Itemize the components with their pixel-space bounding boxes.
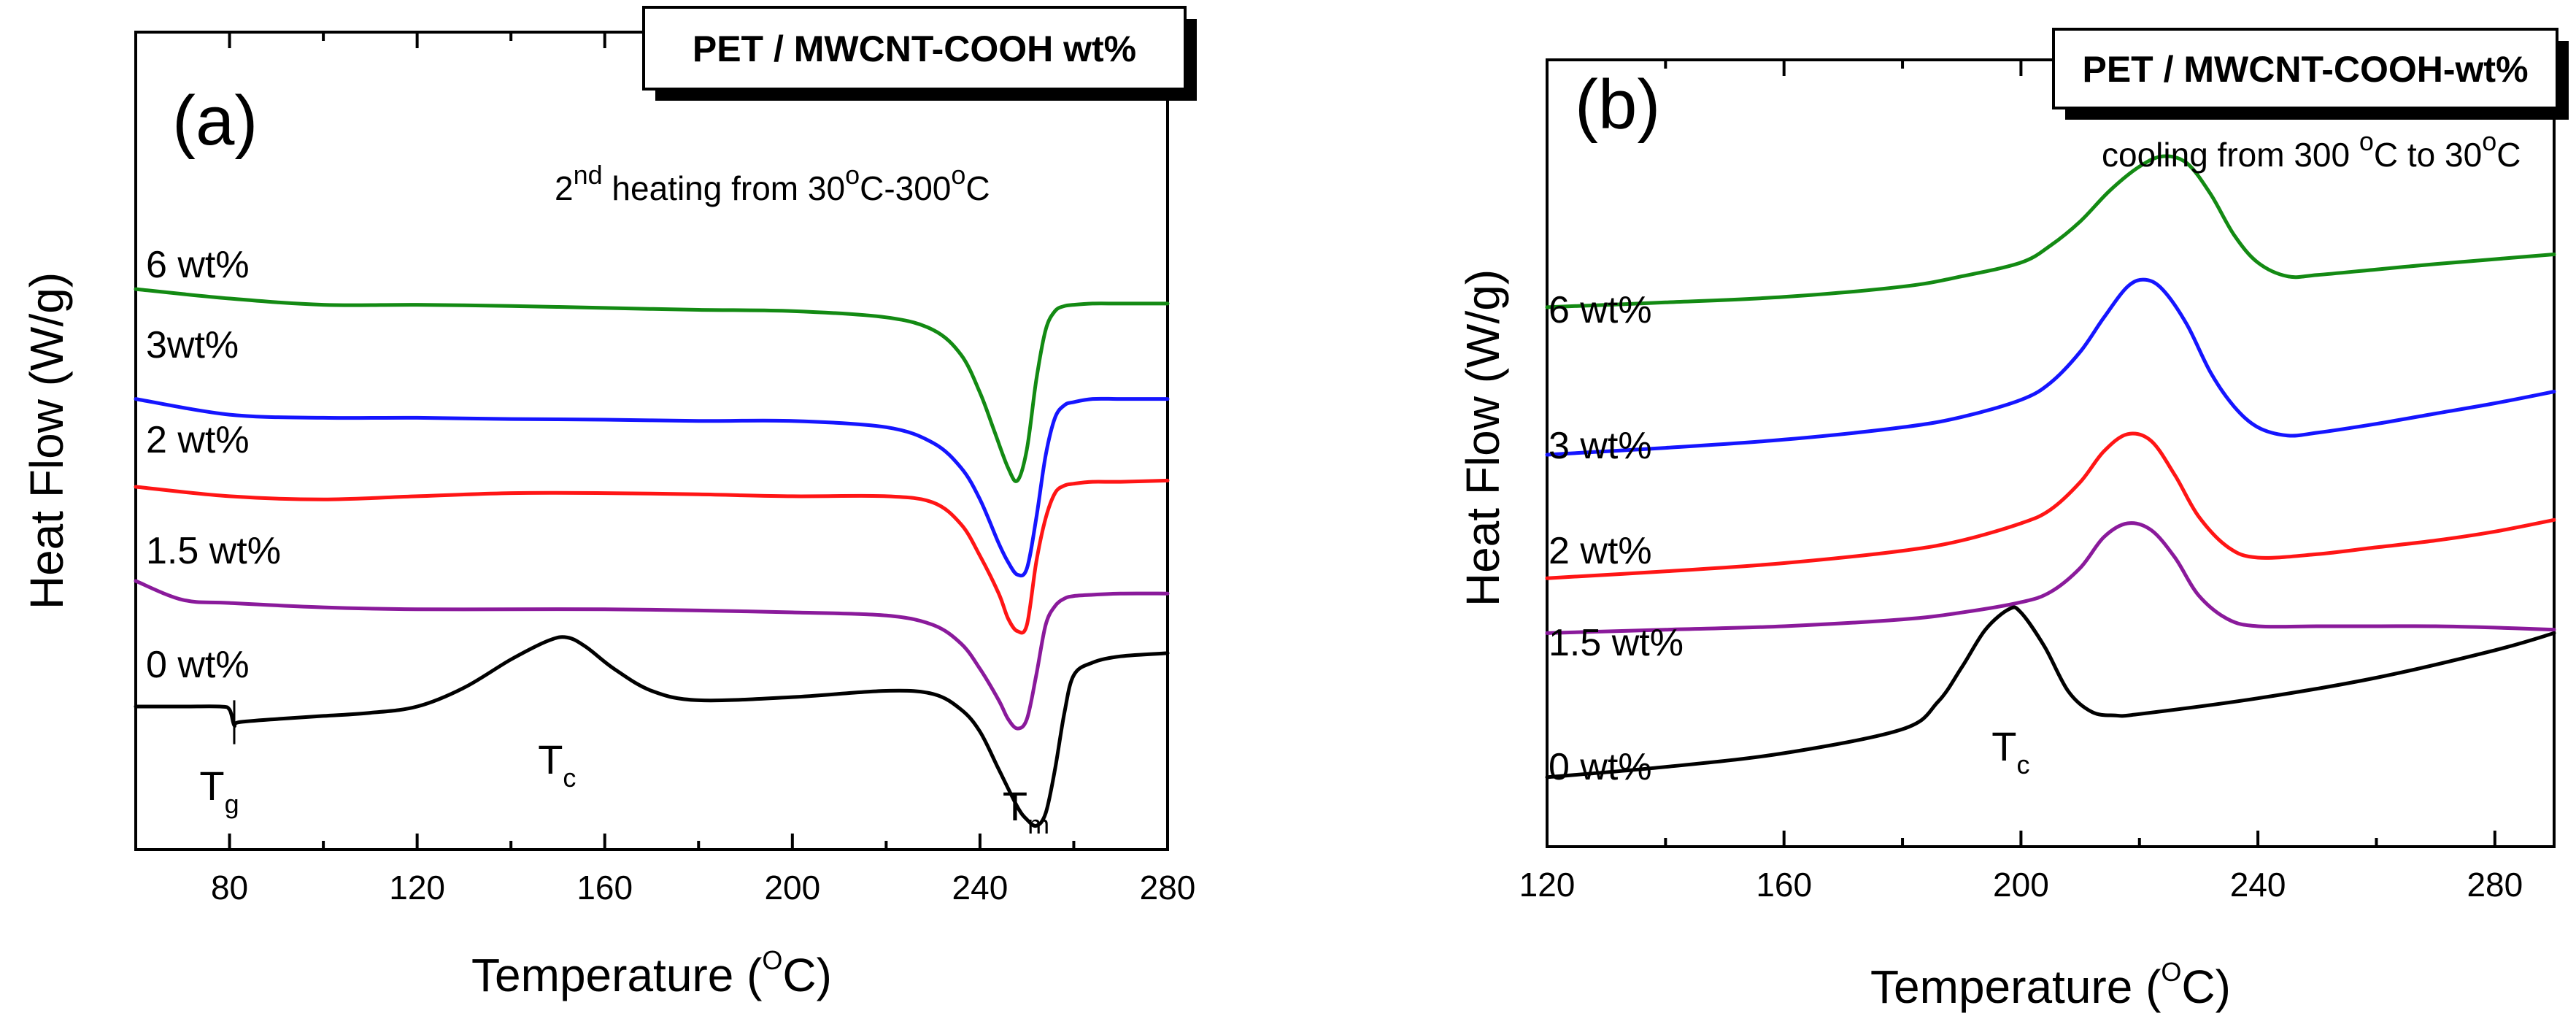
panel-b-x-axis-label: Temperature (OC)	[1870, 957, 2231, 1013]
panel-b-label: (b)	[1575, 66, 1660, 144]
series-line-0wt	[134, 635, 1170, 828]
panel-a-label: (a)	[172, 82, 258, 160]
panel-b-y-axis-label: Heat Flow (W/g)	[1457, 269, 1509, 607]
panel-b-annotations: Tc	[1991, 723, 2029, 780]
panel-b-series-labels: 6 wt% 3 wt% 2 wt% 1.5 wt% 0 wt%	[1549, 289, 1684, 788]
panel-a-series-labels: 6 wt% 3wt% 2 wt% 1.5 wt% 0 wt%	[146, 244, 281, 686]
panel-a-legend-title: PET / MWCNT-COOH wt%	[693, 28, 1136, 69]
x-tick-label-240: 240	[2230, 866, 2286, 904]
panel-a-y-axis-label: Heat Flow (W/g)	[20, 272, 73, 609]
series-label-6wt: 6 wt%	[1549, 289, 1652, 331]
series-label-1-5wt: 1.5 wt%	[1549, 622, 1684, 664]
panel-a-curves	[134, 287, 1170, 828]
annotation-Tc: Tc	[1991, 723, 2029, 780]
series-label-2wt: 2 wt%	[1549, 530, 1652, 572]
panel-b-plot-frame	[1546, 58, 2556, 848]
series-label-3wt: 3wt%	[146, 324, 239, 366]
series-line-2wt	[1545, 431, 2556, 580]
panel-a: 80 120 160 200 240 280 6 wt% 3wt% 2 wt% 1.5 wt% 0…	[20, 6, 1197, 1001]
x-tick-label-200: 200	[1993, 866, 2049, 904]
series-line-1-5wt	[1545, 521, 2556, 635]
x-tick-label-120: 120	[389, 869, 445, 907]
panel-b-note: cooling from 300 oC to 30oC	[2102, 126, 2521, 174]
panel-a-note: 2nd heating from 30oC-300oC	[555, 160, 990, 207]
panel-a-annotations: Tg Tc Tm	[199, 700, 1049, 839]
panel-b: 120 160 200 240 280 6 wt% 3 wt% 2 wt% 1.5 wt% 0 …	[1457, 28, 2569, 1013]
annotation-Tg: Tg	[199, 763, 239, 819]
series-line-3wt	[1545, 277, 2556, 457]
series-label-6wt: 6 wt%	[146, 244, 250, 286]
series-line-6wt	[1545, 154, 2556, 309]
series-line-3wt	[134, 396, 1170, 578]
panel-b-x-ticks: 120 160 200 240 280	[1519, 60, 2523, 904]
x-tick-label-160: 160	[576, 869, 633, 907]
x-tick-label-280: 280	[2467, 866, 2523, 904]
series-label-2wt: 2 wt%	[146, 419, 250, 461]
panel-a-x-axis-label: Temperature (OC)	[471, 945, 832, 1001]
x-tick-label-160: 160	[1756, 866, 1812, 904]
x-tick-label-120: 120	[1519, 866, 1576, 904]
series-line-1-5wt	[134, 579, 1170, 731]
series-line-0wt	[1545, 605, 2556, 780]
x-tick-label-80: 80	[211, 869, 248, 907]
panel-b-curves	[1545, 154, 2556, 780]
x-tick-label-200: 200	[764, 869, 820, 907]
series-label-1-5wt: 1.5 wt%	[146, 530, 281, 572]
annotation-Tc: Tc	[538, 736, 576, 793]
annotation-Tm: Tm	[1003, 783, 1049, 839]
series-label-3wt: 3 wt%	[1549, 425, 1652, 467]
panel-b-title-box	[2052, 28, 2558, 109]
x-tick-label-240: 240	[952, 869, 1009, 907]
panel-a-title-box	[642, 6, 1187, 91]
panel-b-legend-title: PET / MWCNT-COOH-wt%	[2082, 49, 2528, 90]
series-label-0wt: 0 wt%	[146, 644, 250, 686]
x-tick-label-280: 280	[1140, 869, 1196, 907]
series-label-0wt: 0 wt%	[1549, 746, 1652, 788]
panel-a-x-ticks: 80 120 160 200 240 280	[134, 32, 1196, 907]
series-line-6wt	[134, 287, 1170, 483]
series-line-2wt	[134, 478, 1170, 635]
